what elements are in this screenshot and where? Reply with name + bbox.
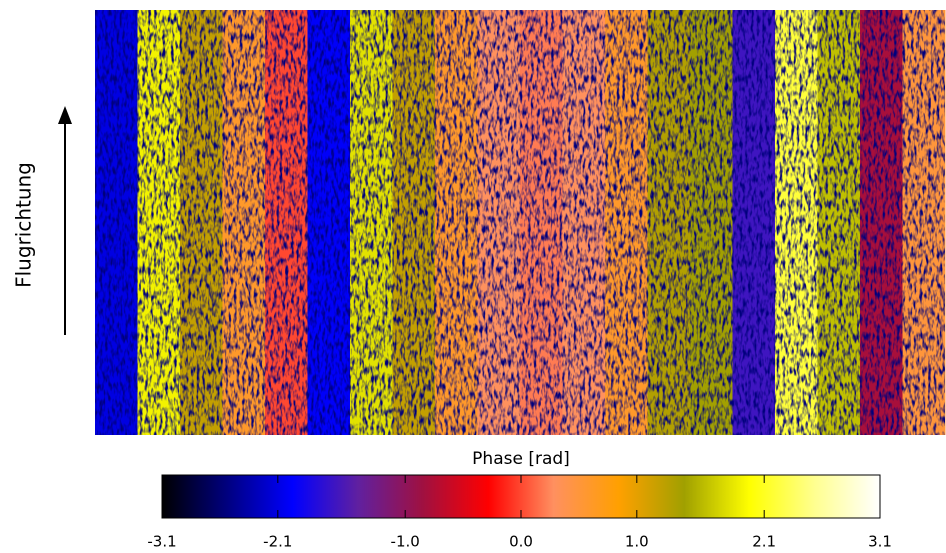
colorbar-ticks: -3.1 -2.1 -1.0 0.0 1.0 2.1 3.1 <box>147 475 892 551</box>
colorbar-tick-label: -1.0 <box>391 533 420 551</box>
arrow-head <box>58 106 72 124</box>
colorbar-tick-label: 0.0 <box>509 533 533 551</box>
y-axis-label: Flugrichtung <box>12 162 36 288</box>
colorbar-tick-label: 1.0 <box>625 533 649 551</box>
colorbar-tick-label: 3.1 <box>868 533 892 551</box>
speckle-texture <box>95 10 945 435</box>
colorbar-tick-label: 2.1 <box>752 533 776 551</box>
colorbar-label: Phase [rad] <box>472 449 570 469</box>
colorbar-tick-label: -3.1 <box>147 533 176 551</box>
colorbar-tick-label: -2.1 <box>263 533 292 551</box>
